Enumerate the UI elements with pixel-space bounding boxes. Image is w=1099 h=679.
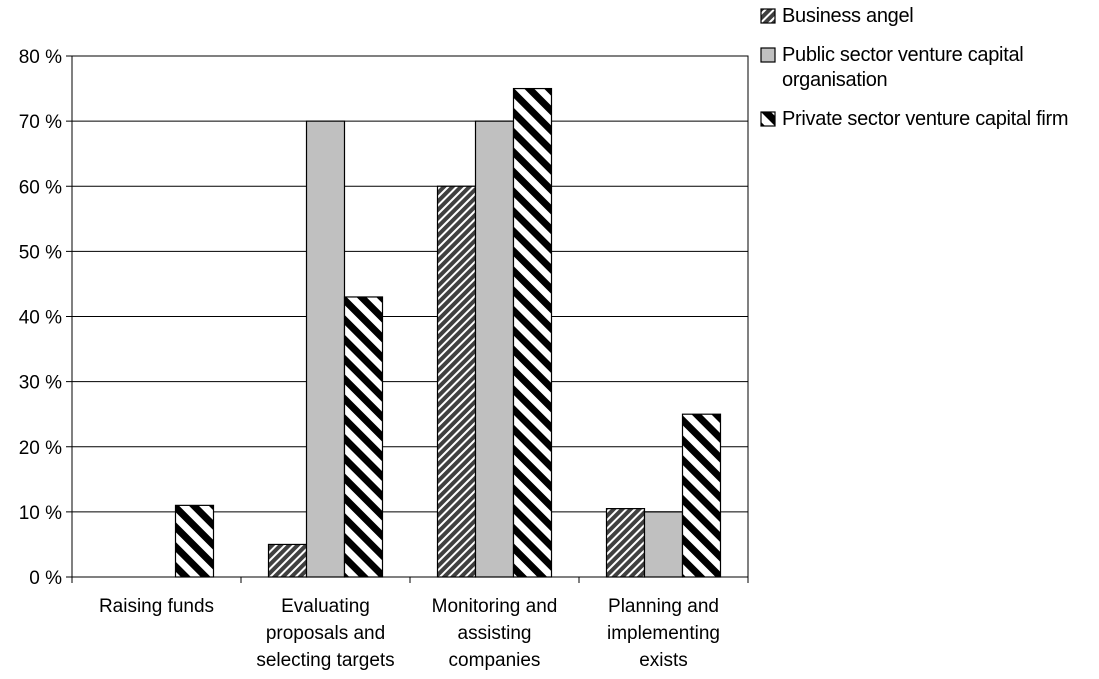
legend-swatch-business-angel — [760, 8, 776, 24]
x-tick-label: Raising funds — [99, 596, 214, 617]
legend-swatch-private-sector — [760, 111, 776, 127]
y-tick-label: 0 % — [29, 568, 62, 589]
bar-private-sector-venture-capital-firm — [174, 504, 215, 578]
legend-label-private-sector: Private sector venture capital firm — [782, 108, 1069, 130]
bar-private-sector-venture-capital-firm — [681, 413, 722, 578]
legend-label-public-sector: Public sector venture capital organisati… — [782, 44, 1024, 91]
x-tick-label: Monitoring and assisting companies — [432, 596, 558, 671]
y-tick-label: 70 % — [19, 112, 62, 133]
bar-business-angel — [605, 508, 646, 578]
bar-private-sector-venture-capital-firm — [512, 87, 553, 578]
axes — [66, 55, 749, 583]
bar-business-angel — [267, 543, 308, 578]
y-tick-label: 10 % — [19, 503, 62, 524]
bar-business-angel — [436, 185, 477, 578]
legend-item-public-sector: Public sector venture capital organisati… — [760, 43, 1099, 93]
bars — [174, 87, 722, 578]
bar-public-sector-venture-capital-organisation — [643, 511, 684, 578]
y-tick-label: 50 % — [19, 242, 62, 263]
bar-public-sector-venture-capital-organisation — [474, 120, 515, 578]
y-tick-label: 80 % — [19, 47, 62, 68]
bar-private-sector-venture-capital-firm — [343, 296, 384, 578]
x-tick-label: Evaluating proposals and selecting targets — [256, 596, 394, 671]
legend-item-private-sector: Private sector venture capital firm — [760, 107, 1099, 132]
y-tick-label: 40 % — [19, 308, 62, 329]
y-tick-label: 20 % — [19, 438, 62, 459]
legend-swatch-public-sector — [760, 47, 776, 63]
bar-public-sector-venture-capital-organisation — [305, 120, 346, 578]
gridlines — [72, 55, 748, 513]
axis-labels: 0 % 10 % 20 % 30 % 40 % 50 % 60 % 70 % 80 % Raisi… — [19, 47, 720, 671]
legend-label-business-angel: Business angel — [782, 5, 914, 27]
legend-item-business-angel: Business angel — [760, 4, 1099, 29]
y-tick-label: 60 % — [19, 177, 62, 198]
y-tick-label: 30 % — [19, 373, 62, 394]
x-tick-label: Planning and implementing exists — [607, 596, 720, 671]
legend: Business angel Public sector venture cap… — [760, 4, 1099, 146]
